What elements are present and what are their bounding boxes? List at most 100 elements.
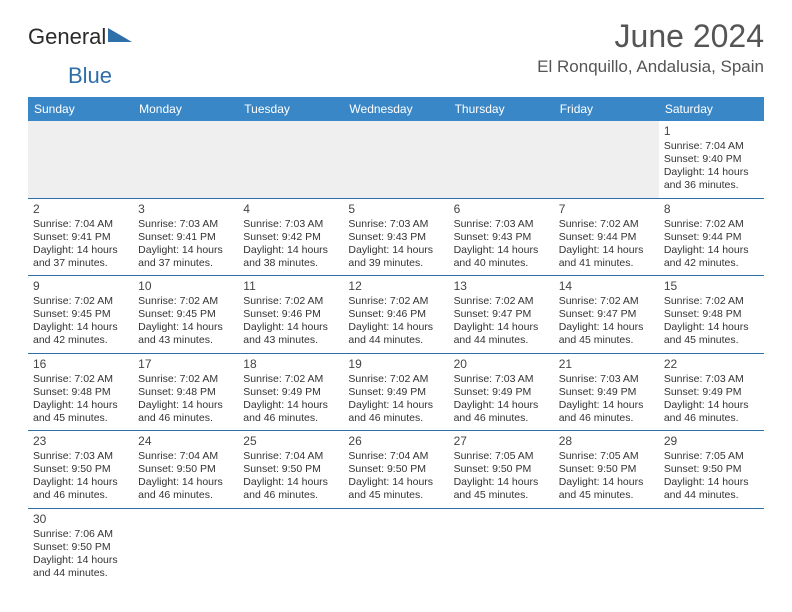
day-number: 22 <box>664 357 759 372</box>
day-number: 24 <box>138 434 233 449</box>
sunset-line: Sunset: 9:44 PM <box>559 231 654 244</box>
sunrise-line: Sunrise: 7:02 AM <box>454 295 549 308</box>
calendar-cell: 12Sunrise: 7:02 AMSunset: 9:46 PMDayligh… <box>343 276 448 354</box>
calendar-cell: 3Sunrise: 7:03 AMSunset: 9:41 PMDaylight… <box>133 198 238 276</box>
calendar-cell <box>133 508 238 585</box>
day-header: Thursday <box>449 97 554 121</box>
sunrise-line: Sunrise: 7:04 AM <box>348 450 443 463</box>
sunset-line: Sunset: 9:50 PM <box>33 541 128 554</box>
day-header: Sunday <box>28 97 133 121</box>
daylight-line: Daylight: 14 hours and 45 minutes. <box>559 321 654 347</box>
calendar-cell: 27Sunrise: 7:05 AMSunset: 9:50 PMDayligh… <box>449 431 554 509</box>
sunrise-line: Sunrise: 7:02 AM <box>348 295 443 308</box>
daylight-line: Daylight: 14 hours and 44 minutes. <box>664 476 759 502</box>
calendar-cell <box>28 121 133 198</box>
daylight-line: Daylight: 14 hours and 41 minutes. <box>559 244 654 270</box>
daylight-line: Daylight: 14 hours and 43 minutes. <box>243 321 338 347</box>
day-number: 13 <box>454 279 549 294</box>
daylight-line: Daylight: 14 hours and 46 minutes. <box>348 399 443 425</box>
day-number: 7 <box>559 202 654 217</box>
sunrise-line: Sunrise: 7:03 AM <box>138 218 233 231</box>
daylight-line: Daylight: 14 hours and 46 minutes. <box>243 399 338 425</box>
sunrise-line: Sunrise: 7:03 AM <box>348 218 443 231</box>
sunrise-line: Sunrise: 7:03 AM <box>664 373 759 386</box>
logo-triangle-icon <box>108 26 134 49</box>
calendar-cell <box>238 508 343 585</box>
sunrise-line: Sunrise: 7:02 AM <box>348 373 443 386</box>
calendar-cell: 11Sunrise: 7:02 AMSunset: 9:46 PMDayligh… <box>238 276 343 354</box>
calendar-cell: 17Sunrise: 7:02 AMSunset: 9:48 PMDayligh… <box>133 353 238 431</box>
calendar-cell <box>449 508 554 585</box>
daylight-line: Daylight: 14 hours and 46 minutes. <box>243 476 338 502</box>
daylight-line: Daylight: 14 hours and 45 minutes. <box>33 399 128 425</box>
calendar-cell <box>238 121 343 198</box>
daylight-line: Daylight: 14 hours and 45 minutes. <box>664 321 759 347</box>
sunrise-line: Sunrise: 7:05 AM <box>454 450 549 463</box>
calendar-cell: 13Sunrise: 7:02 AMSunset: 9:47 PMDayligh… <box>449 276 554 354</box>
day-number: 16 <box>33 357 128 372</box>
day-number: 29 <box>664 434 759 449</box>
day-number: 8 <box>664 202 759 217</box>
day-number: 19 <box>348 357 443 372</box>
day-number: 10 <box>138 279 233 294</box>
calendar-row: 23Sunrise: 7:03 AMSunset: 9:50 PMDayligh… <box>28 431 764 509</box>
daylight-line: Daylight: 14 hours and 46 minutes. <box>664 399 759 425</box>
calendar-cell: 26Sunrise: 7:04 AMSunset: 9:50 PMDayligh… <box>343 431 448 509</box>
sunrise-line: Sunrise: 7:02 AM <box>138 373 233 386</box>
sunset-line: Sunset: 9:48 PM <box>33 386 128 399</box>
day-number: 15 <box>664 279 759 294</box>
calendar-cell: 4Sunrise: 7:03 AMSunset: 9:42 PMDaylight… <box>238 198 343 276</box>
logo-text-1: General <box>28 24 106 50</box>
calendar-cell: 18Sunrise: 7:02 AMSunset: 9:49 PMDayligh… <box>238 353 343 431</box>
month-title: June 2024 <box>537 18 764 55</box>
sunrise-line: Sunrise: 7:04 AM <box>243 450 338 463</box>
day-number: 12 <box>348 279 443 294</box>
daylight-line: Daylight: 14 hours and 46 minutes. <box>33 476 128 502</box>
daylight-line: Daylight: 14 hours and 43 minutes. <box>138 321 233 347</box>
day-header: Friday <box>554 97 659 121</box>
sunset-line: Sunset: 9:49 PM <box>348 386 443 399</box>
sunrise-line: Sunrise: 7:02 AM <box>664 218 759 231</box>
day-number: 25 <box>243 434 338 449</box>
calendar-cell: 16Sunrise: 7:02 AMSunset: 9:48 PMDayligh… <box>28 353 133 431</box>
calendar-cell: 10Sunrise: 7:02 AMSunset: 9:45 PMDayligh… <box>133 276 238 354</box>
sunrise-line: Sunrise: 7:02 AM <box>559 218 654 231</box>
calendar-cell: 7Sunrise: 7:02 AMSunset: 9:44 PMDaylight… <box>554 198 659 276</box>
sunset-line: Sunset: 9:50 PM <box>559 463 654 476</box>
sunrise-line: Sunrise: 7:02 AM <box>33 295 128 308</box>
sunset-line: Sunset: 9:43 PM <box>454 231 549 244</box>
sunset-line: Sunset: 9:48 PM <box>138 386 233 399</box>
sunrise-line: Sunrise: 7:05 AM <box>664 450 759 463</box>
sunrise-line: Sunrise: 7:02 AM <box>559 295 654 308</box>
calendar-cell: 19Sunrise: 7:02 AMSunset: 9:49 PMDayligh… <box>343 353 448 431</box>
sunset-line: Sunset: 9:49 PM <box>664 386 759 399</box>
day-number: 28 <box>559 434 654 449</box>
calendar-cell: 2Sunrise: 7:04 AMSunset: 9:41 PMDaylight… <box>28 198 133 276</box>
calendar-cell <box>343 508 448 585</box>
sunset-line: Sunset: 9:40 PM <box>664 153 759 166</box>
daylight-line: Daylight: 14 hours and 38 minutes. <box>243 244 338 270</box>
day-number: 21 <box>559 357 654 372</box>
sunrise-line: Sunrise: 7:02 AM <box>243 295 338 308</box>
sunrise-line: Sunrise: 7:02 AM <box>243 373 338 386</box>
day-number: 11 <box>243 279 338 294</box>
sunset-line: Sunset: 9:49 PM <box>243 386 338 399</box>
day-header: Monday <box>133 97 238 121</box>
calendar-cell: 20Sunrise: 7:03 AMSunset: 9:49 PMDayligh… <box>449 353 554 431</box>
day-header: Tuesday <box>238 97 343 121</box>
sunset-line: Sunset: 9:45 PM <box>138 308 233 321</box>
daylight-line: Daylight: 14 hours and 37 minutes. <box>138 244 233 270</box>
sunrise-line: Sunrise: 7:03 AM <box>454 218 549 231</box>
calendar-cell: 24Sunrise: 7:04 AMSunset: 9:50 PMDayligh… <box>133 431 238 509</box>
calendar-cell: 30Sunrise: 7:06 AMSunset: 9:50 PMDayligh… <box>28 508 133 585</box>
calendar-cell: 8Sunrise: 7:02 AMSunset: 9:44 PMDaylight… <box>659 198 764 276</box>
calendar-cell: 1Sunrise: 7:04 AMSunset: 9:40 PMDaylight… <box>659 121 764 198</box>
calendar-cell <box>449 121 554 198</box>
sunset-line: Sunset: 9:49 PM <box>454 386 549 399</box>
daylight-line: Daylight: 14 hours and 45 minutes. <box>454 476 549 502</box>
day-header: Saturday <box>659 97 764 121</box>
calendar-row: 1Sunrise: 7:04 AMSunset: 9:40 PMDaylight… <box>28 121 764 198</box>
day-number: 1 <box>664 124 759 139</box>
calendar-row: 30Sunrise: 7:06 AMSunset: 9:50 PMDayligh… <box>28 508 764 585</box>
calendar-row: 9Sunrise: 7:02 AMSunset: 9:45 PMDaylight… <box>28 276 764 354</box>
